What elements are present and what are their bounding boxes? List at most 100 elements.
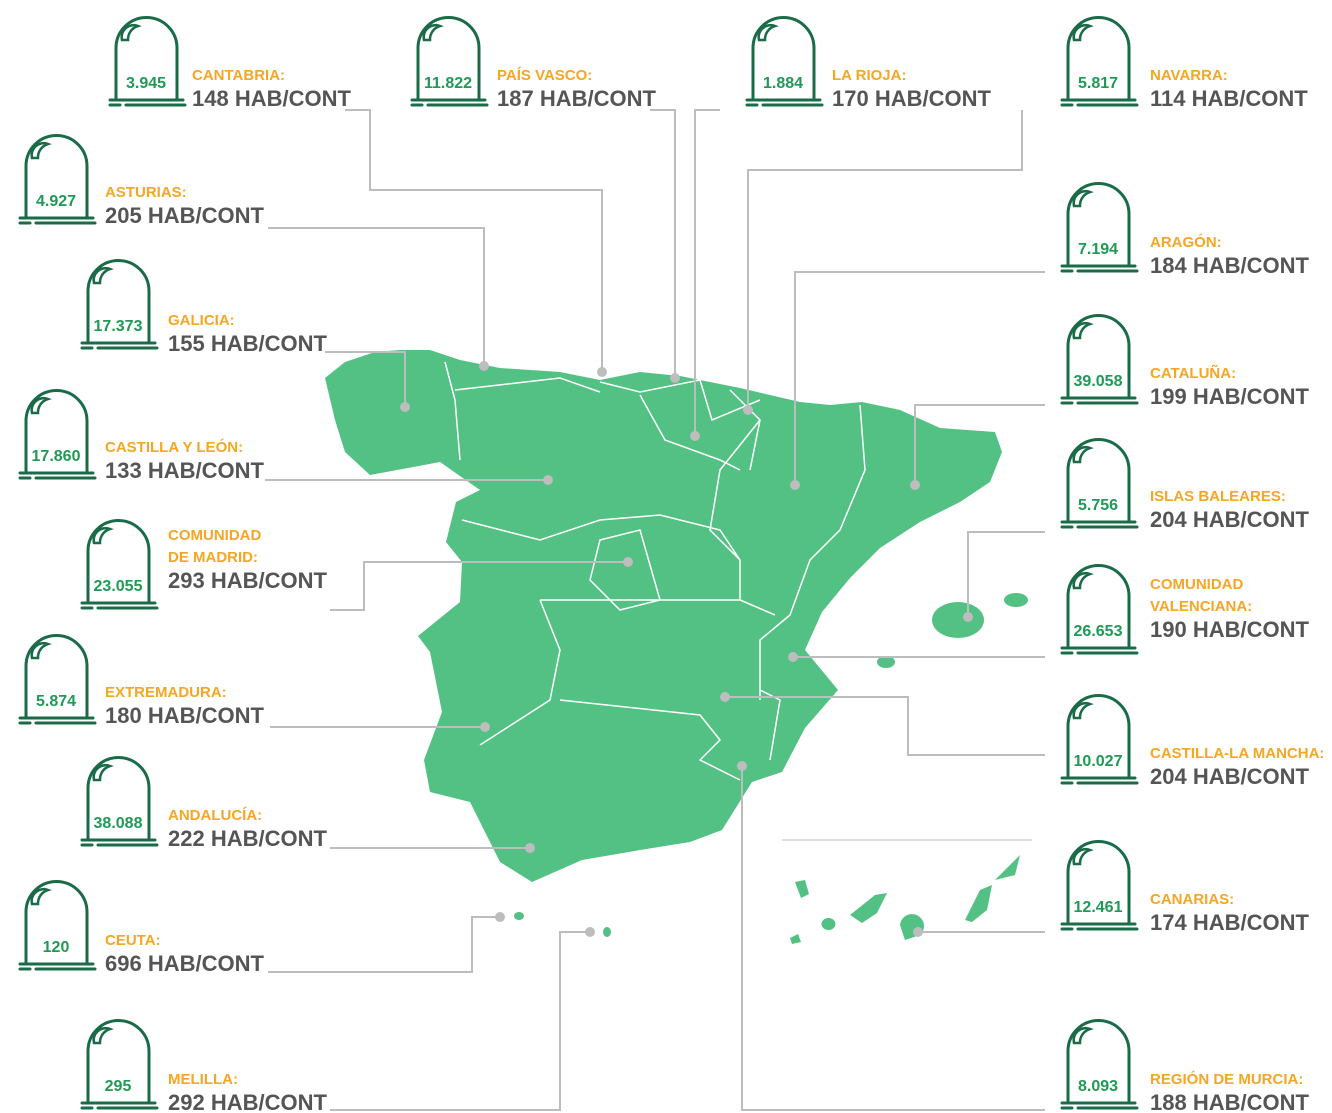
region-name: REGIÓN DE MURCIA: xyxy=(1150,1070,1303,1088)
region-ratio: 148 HAB/CONT xyxy=(192,86,351,111)
leader-line xyxy=(794,271,1045,485)
region-callout: 5.817 NAVARRA: 114 HAB/CONT xyxy=(743,15,1308,415)
leader-dot xyxy=(720,692,730,702)
leader-dot xyxy=(585,927,595,937)
region-name: COMUNIDAD xyxy=(1150,576,1243,593)
region-ratio: 184 HAB/CONT xyxy=(1150,253,1309,278)
region-callout: 38.088 ANDALUCÍA: 222 HAB/CONT xyxy=(80,756,535,853)
container-count: 8.093 xyxy=(1078,1078,1118,1095)
region-name: CASTILLA Y LEÓN: xyxy=(105,438,243,456)
region-callout: 5.874 EXTREMADURA: 180 HAB/CONT xyxy=(18,634,490,732)
spain-map xyxy=(325,350,1032,944)
region-callout: 120 CEUTA: 696 HAB/CONT xyxy=(18,880,505,976)
container-count: 17.373 xyxy=(94,318,143,335)
region-ratio: 190 HAB/CONT xyxy=(1150,617,1309,642)
region-ratio: 174 HAB/CONT xyxy=(1150,910,1309,935)
leader-dot xyxy=(495,912,505,922)
region-ratio: 155 HAB/CONT xyxy=(168,331,327,356)
leader-line xyxy=(650,109,676,378)
region-ratio: 170 HAB/CONT xyxy=(832,86,991,111)
container-count: 5.756 xyxy=(1078,497,1118,514)
region-name: CANTABRIA: xyxy=(192,67,285,84)
region-name: ANDALUCÍA: xyxy=(168,807,262,824)
region-ratio: 114 HAB/CONT xyxy=(1150,86,1308,111)
region-ratio: 222 HAB/CONT xyxy=(168,826,327,851)
leader-dot xyxy=(910,480,920,490)
leader-dot xyxy=(543,475,553,485)
region-ratio: 204 HAB/CONT xyxy=(1150,764,1309,789)
leader-dot xyxy=(597,367,607,377)
region-ratio: 696 HAB/CONT xyxy=(105,951,264,976)
region-name: DE MADRID: xyxy=(168,549,258,566)
region-callout: 26.653 COMUNIDAD VALENCIANA: 190 HAB/CONT xyxy=(788,564,1309,662)
region-callout: 39.058 CATALUÑA: 199 HAB/CONT xyxy=(910,314,1309,490)
container-count: 10.027 xyxy=(1074,753,1123,770)
container-count: 3.945 xyxy=(126,75,166,92)
menorca xyxy=(1004,593,1028,607)
mallorca xyxy=(932,602,984,638)
leader-line xyxy=(330,561,628,611)
leader-dot xyxy=(690,431,700,441)
region-borders xyxy=(444,361,866,781)
container-count: 12.461 xyxy=(1074,899,1123,916)
leader-dot xyxy=(737,761,747,771)
region-callout: 7.194 ARAGÓN: 184 HAB/CONT xyxy=(790,182,1309,490)
leader-line xyxy=(325,351,406,407)
region-ratio: 187 HAB/CONT xyxy=(497,86,656,111)
region-callout: 23.055 COMUNIDAD DE MADRID: 293 HAB/CONT xyxy=(80,519,633,611)
ceuta-land xyxy=(514,912,524,920)
region-name: CANARIAS: xyxy=(1150,891,1234,908)
region-callout: 5.756 ISLAS BALEARES: 204 HAB/CONT xyxy=(963,438,1309,622)
region-name: CATALUÑA: xyxy=(1150,364,1236,382)
region-callout: 12.461 CANARIAS: 174 HAB/CONT xyxy=(913,840,1309,937)
region-ratio: 133 HAB/CONT xyxy=(105,458,264,483)
region-ratio: 199 HAB/CONT xyxy=(1150,384,1309,409)
region-ratio: 292 HAB/CONT xyxy=(168,1090,327,1113)
leader-dot xyxy=(480,722,490,732)
ibiza xyxy=(877,656,895,668)
container-count: 11.822 xyxy=(424,75,472,92)
leader-line xyxy=(747,110,1023,410)
melilla-land xyxy=(603,927,611,937)
leader-line xyxy=(741,766,1045,1111)
leader-dot xyxy=(743,405,753,415)
region-ratio: 205 HAB/CONT xyxy=(105,203,264,228)
leader-line xyxy=(345,109,603,372)
leader-line xyxy=(694,109,720,436)
region-callout: 4.927 ASTURIAS: 205 HAB/CONT xyxy=(18,134,489,371)
region-name: COMUNIDAD xyxy=(168,527,261,544)
region-name: VALENCIANA: xyxy=(1150,598,1252,615)
region-callout: 3.945 CANTABRIA: 148 HAB/CONT xyxy=(108,15,607,377)
region-ratio: 180 HAB/CONT xyxy=(105,703,264,728)
container-count: 17.860 xyxy=(32,448,81,465)
region-name: CEUTA: xyxy=(105,932,161,949)
region-name: LA RIOJA: xyxy=(832,67,906,84)
container-count: 26.653 xyxy=(1074,623,1123,640)
region-name: NAVARRA: xyxy=(1150,67,1228,84)
container-count: 295 xyxy=(105,1078,132,1095)
region-ratio: 293 HAB/CONT xyxy=(168,568,327,593)
container-count: 39.058 xyxy=(1074,373,1123,390)
leader-dot xyxy=(963,612,973,622)
leader-line xyxy=(268,916,500,973)
container-count: 7.194 xyxy=(1078,241,1118,258)
container-count: 5.817 xyxy=(1078,75,1118,92)
leader-line xyxy=(914,404,1045,485)
region-name: ISLAS BALEARES: xyxy=(1150,488,1286,505)
container-count: 23.055 xyxy=(94,578,143,595)
leader-line xyxy=(967,531,1045,617)
leader-dot xyxy=(788,652,798,662)
container-count: 120 xyxy=(43,939,70,956)
region-name: MELILLA: xyxy=(168,1071,238,1088)
region-name: EXTREMADURA: xyxy=(105,684,227,701)
leader-dot xyxy=(400,402,410,412)
leader-dot xyxy=(913,927,923,937)
container-count: 4.927 xyxy=(36,193,76,210)
leader-line xyxy=(268,227,485,366)
container-count: 38.088 xyxy=(94,815,143,832)
region-ratio: 188 HAB/CONT xyxy=(1150,1090,1309,1113)
region-name: ARAGÓN: xyxy=(1150,233,1222,251)
leader-dot xyxy=(479,361,489,371)
region-callout: 17.860 CASTILLA Y LEÓN: 133 HAB/CONT xyxy=(18,389,553,485)
region-callout: 295 MELILLA: 292 HAB/CONT xyxy=(80,927,595,1113)
